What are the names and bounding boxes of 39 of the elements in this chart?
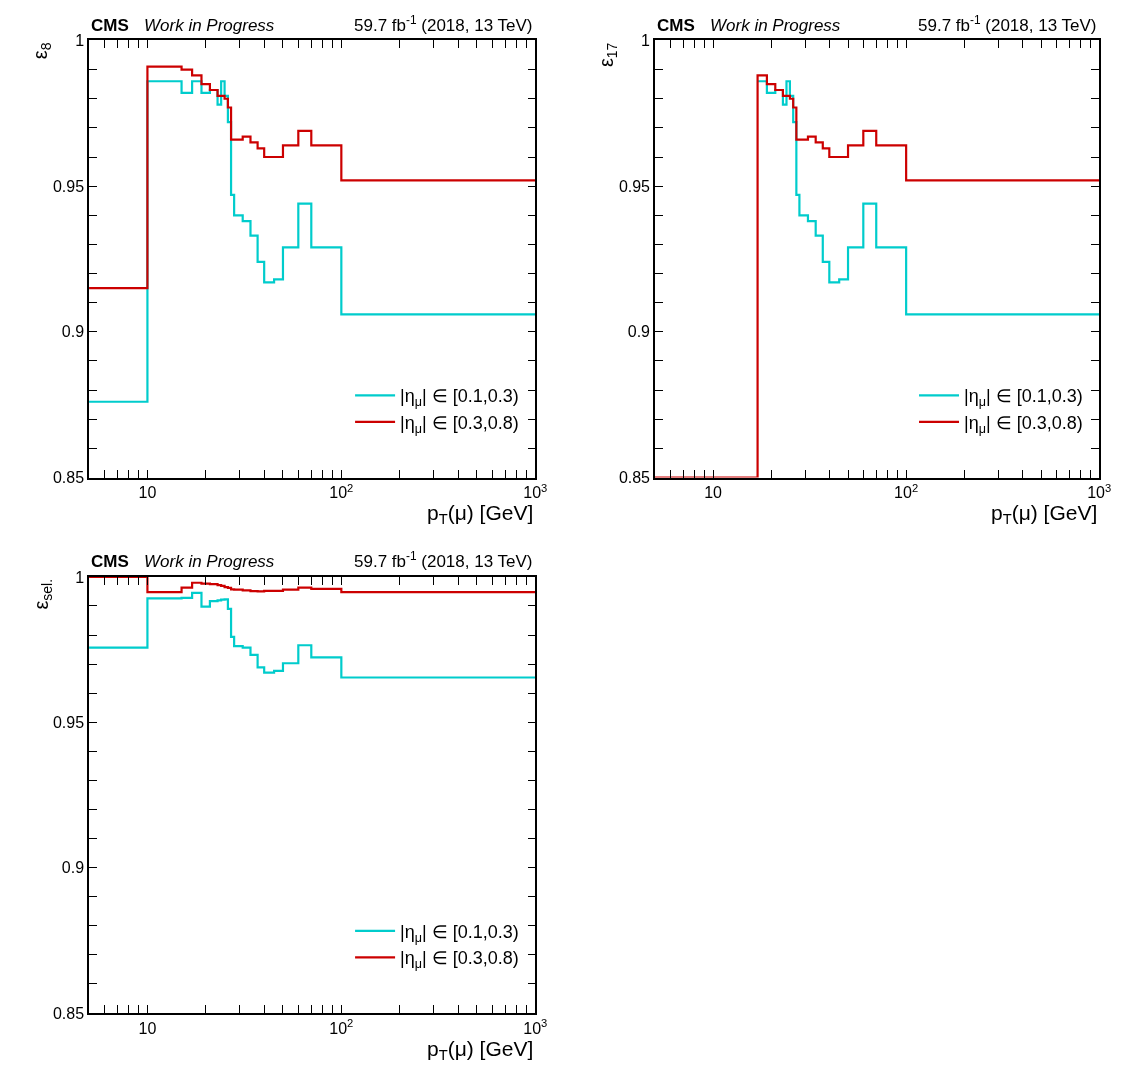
y-tick-label: 0.9 xyxy=(61,859,85,877)
chart-title: CMS xyxy=(91,16,129,35)
y-tick-label: 1 xyxy=(641,32,651,50)
x-tick-label: 10$^{3}$ xyxy=(523,1017,548,1037)
legend-label: |η$_{μ}$| ∈ [0.3,0.8) xyxy=(964,412,1083,436)
legend-label: |η$_{μ}$| ∈ [0.1,0.3) xyxy=(400,386,519,410)
text: 59.7 fb$^{-1}$ (2018, 13 TeV) xyxy=(918,13,1097,36)
y-tick-label: 0.95 xyxy=(618,177,651,195)
x-tick-label: 10 xyxy=(704,484,723,502)
x-axis-title: p$_{T}$(μ) [GeV] xyxy=(991,501,1098,528)
y-tick-label: 0.85 xyxy=(52,469,85,487)
legend-label: |η$_{μ}$| ∈ [0.1,0.3) xyxy=(964,386,1083,410)
y-tick-label: 0.95 xyxy=(52,177,85,195)
y-tick-label: 0.95 xyxy=(52,713,85,731)
y-tick-label: 0.85 xyxy=(618,469,651,487)
legend-label: |η$_{μ}$| ∈ [0.3,0.8) xyxy=(400,948,519,972)
x-tick-label: 10$^{3}$ xyxy=(523,481,548,502)
y-tick-label: 0.9 xyxy=(61,323,85,341)
x-tick-label: 10$^{2}$ xyxy=(329,481,354,502)
chart-subtitle: Work in Progress xyxy=(710,16,841,35)
x-tick-label: 10 xyxy=(138,484,157,502)
chart-title: CMS xyxy=(657,16,695,35)
x-axis-title: p$_{T}$(μ) [GeV] xyxy=(427,1037,534,1064)
y-tick-label: 0.9 xyxy=(627,323,651,341)
x-tick-label: 10$^{2}$ xyxy=(894,481,919,502)
y-tick-label: 1 xyxy=(75,568,85,586)
x-tick-label: 10$^{2}$ xyxy=(329,1017,354,1037)
y-tick-label: 0.85 xyxy=(52,1004,85,1022)
legend-label: |η$_{μ}$| ∈ [0.1,0.3) xyxy=(400,921,519,945)
x-axis-title: p$_{T}$(μ) [GeV] xyxy=(427,501,534,528)
y-tick-label: 1 xyxy=(75,32,85,50)
text: 59.7 fb$^{-1}$ (2018, 13 TeV) xyxy=(354,13,533,36)
text: 59.7 fb$^{-1}$ (2018, 13 TeV) xyxy=(354,549,533,572)
chart-title: CMS xyxy=(91,552,129,571)
chart-subtitle: Work in Progress xyxy=(144,552,275,571)
x-tick-label: 10 xyxy=(138,1019,157,1037)
legend-label: |η$_{μ}$| ∈ [0.3,0.8) xyxy=(400,412,519,436)
x-tick-label: 10$^{3}$ xyxy=(1087,481,1112,502)
chart-subtitle: Work in Progress xyxy=(144,16,275,35)
